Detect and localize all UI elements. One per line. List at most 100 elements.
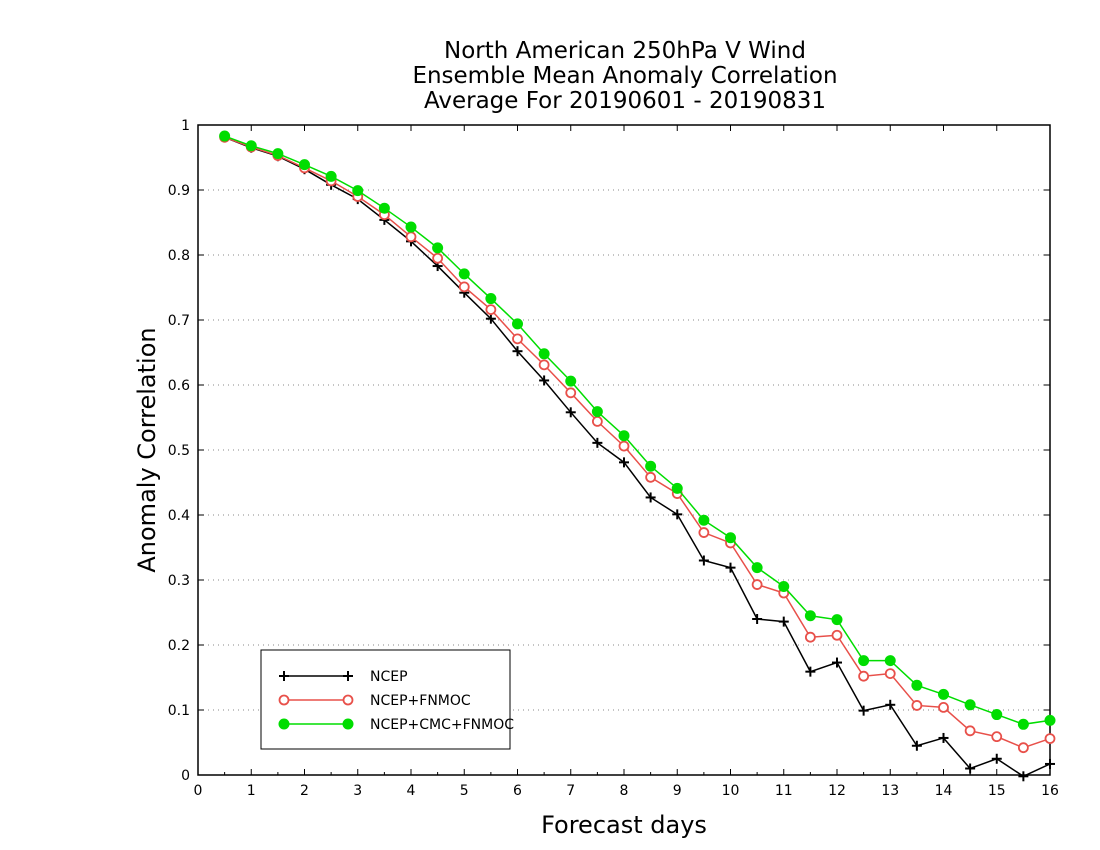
series-line	[224, 136, 1051, 778]
x-tick-label: 8	[620, 783, 629, 799]
data-point	[272, 148, 284, 160]
x-tick-label: 4	[407, 783, 416, 799]
data-point	[645, 460, 657, 472]
data-point	[512, 333, 523, 345]
data-point	[591, 406, 603, 418]
legend-label: NCEP+FNMOC	[370, 693, 471, 709]
data-point	[964, 725, 976, 737]
x-tick-label: 10	[722, 783, 740, 799]
x-tick-label: 0	[194, 783, 203, 799]
data-point	[884, 655, 896, 667]
y-tick-label: 0	[181, 768, 190, 784]
data-point	[671, 482, 683, 494]
data-point	[698, 527, 710, 538]
series-group	[219, 130, 1056, 782]
x-tick-label: 12	[828, 783, 846, 799]
data-point	[432, 252, 444, 264]
x-tick-label: 2	[300, 783, 309, 799]
y-tick-label: 0.7	[168, 313, 190, 329]
x-tick-label: 9	[673, 783, 682, 799]
data-point	[485, 293, 497, 305]
data-point	[538, 359, 550, 371]
data-point	[858, 655, 870, 667]
data-point	[964, 699, 976, 711]
data-point	[1045, 758, 1055, 769]
y-tick-label: 0.1	[168, 703, 190, 719]
data-point	[884, 668, 896, 679]
data-point	[458, 268, 470, 280]
data-point	[619, 457, 629, 468]
y-axis-ticks: 0 0.1 0.2 0.3 0.4 0.5 0.6 0.7 0.8 0.9 1	[168, 118, 1050, 784]
data-point	[725, 562, 736, 573]
data-point	[938, 688, 949, 700]
data-point	[1044, 714, 1056, 726]
data-point	[751, 579, 763, 590]
data-point	[432, 242, 444, 254]
x-tick-label: 5	[460, 783, 469, 799]
data-point	[485, 304, 497, 316]
data-point	[245, 140, 257, 152]
legend-marker	[278, 718, 290, 730]
data-point	[512, 318, 523, 330]
x-tick-label: 13	[881, 783, 899, 799]
legend-marker	[343, 671, 353, 681]
y-tick-label: 0.3	[168, 573, 190, 589]
data-point	[911, 679, 923, 691]
data-point	[618, 430, 630, 442]
data-point	[592, 437, 603, 448]
legend-label: NCEP+CMC+FNMOC	[370, 717, 514, 733]
data-point	[485, 313, 496, 324]
data-point	[325, 170, 337, 182]
legend-marker	[342, 718, 354, 730]
data-point	[378, 202, 390, 214]
data-point	[698, 514, 710, 526]
series-line	[224, 135, 1051, 726]
data-point	[565, 375, 577, 387]
x-tick-label: 16	[1041, 783, 1059, 799]
data-point	[1017, 742, 1029, 754]
data-point	[618, 440, 630, 452]
data-point	[831, 614, 843, 626]
legend-marker	[342, 694, 354, 706]
data-point	[778, 616, 789, 627]
data-point	[831, 629, 843, 641]
x-tick-label: 3	[353, 783, 362, 799]
x-tick-label: 1	[247, 783, 256, 799]
y-tick-label: 0.6	[168, 378, 190, 394]
legend-marker	[279, 671, 289, 681]
x-tick-label: 11	[775, 783, 793, 799]
data-point	[352, 185, 364, 197]
data-point	[751, 562, 763, 574]
legend-marker	[278, 694, 290, 706]
x-tick-label: 14	[935, 783, 953, 799]
data-point	[591, 415, 603, 427]
data-point	[698, 555, 709, 566]
data-point	[858, 705, 869, 716]
data-point	[832, 657, 842, 668]
y-tick-label: 0.2	[168, 638, 190, 654]
data-point	[965, 763, 976, 774]
y-tick-label: 0.4	[168, 508, 190, 524]
data-point	[405, 231, 417, 243]
y-tick-label: 0.9	[168, 183, 190, 199]
data-point	[804, 610, 816, 622]
data-point	[858, 670, 870, 682]
data-point	[405, 221, 417, 233]
y-axis-label: Anomaly Correlation	[133, 327, 161, 572]
legend-label: NCEP	[370, 669, 408, 685]
data-point	[458, 281, 470, 293]
data-point	[512, 346, 523, 357]
data-point	[219, 130, 231, 142]
data-point	[778, 581, 790, 592]
data-point	[1044, 733, 1056, 744]
data-point	[539, 375, 550, 386]
chart-title-line: Average For 20190601 - 20190831	[424, 88, 826, 114]
data-point	[645, 471, 657, 483]
data-point	[565, 387, 577, 399]
x-axis-label: Forecast days	[541, 811, 707, 839]
x-tick-label: 15	[988, 783, 1006, 799]
data-point	[725, 532, 736, 544]
data-point	[1018, 771, 1029, 782]
